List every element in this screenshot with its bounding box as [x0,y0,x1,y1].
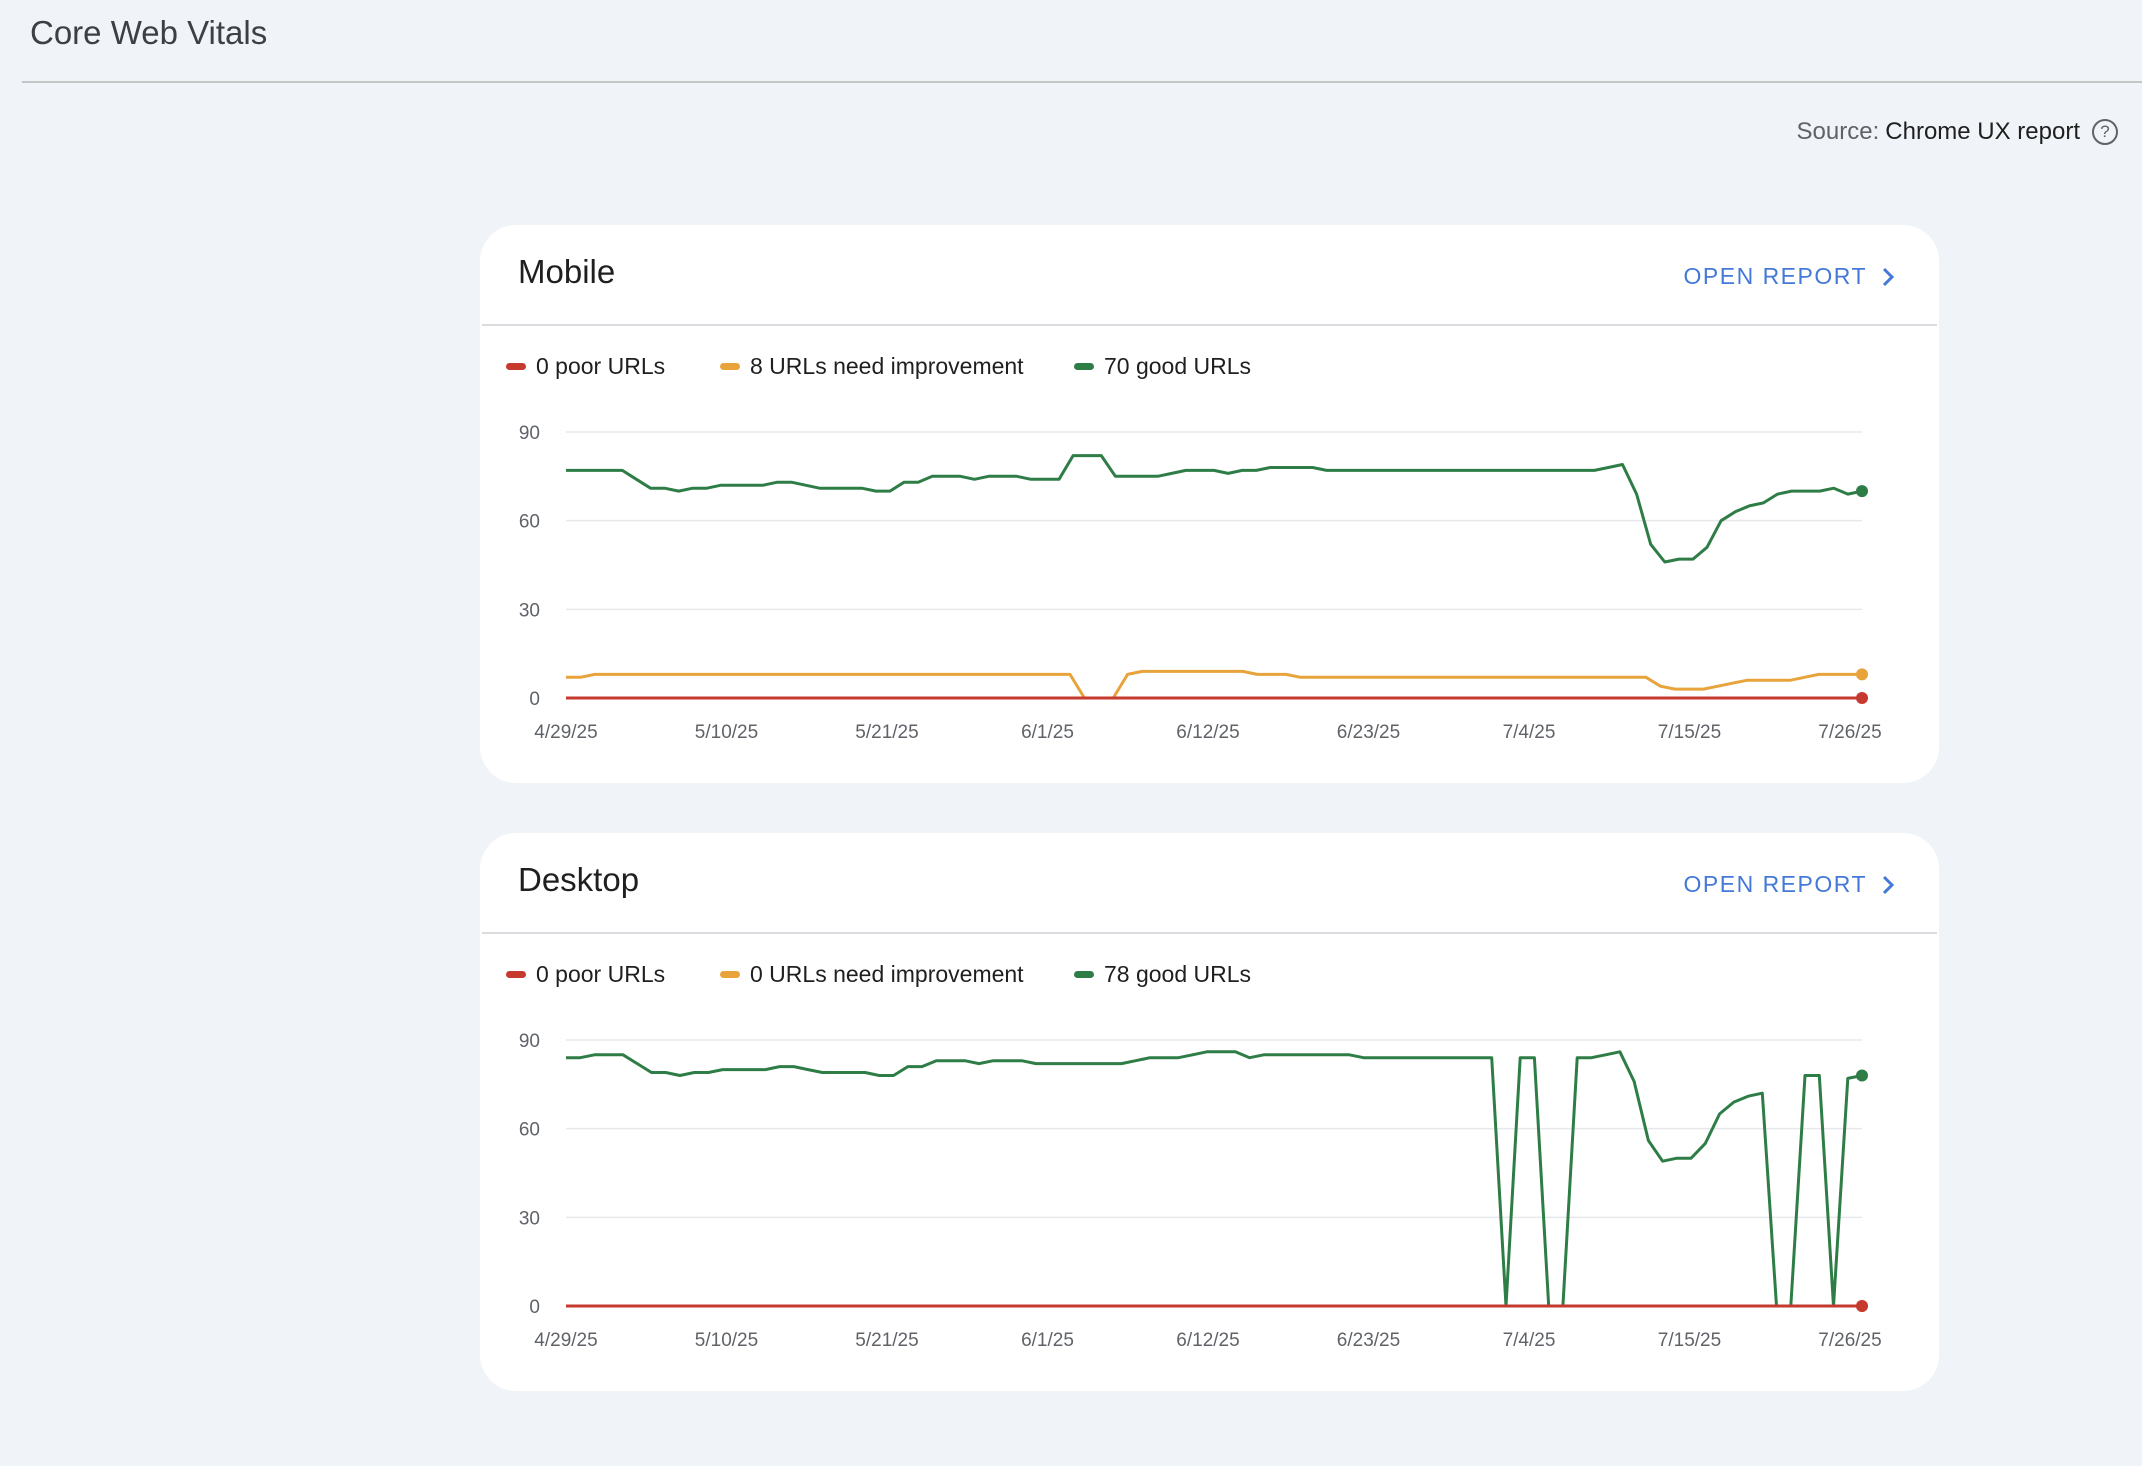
x-tick-label: 5/10/25 [695,1330,758,1351]
x-tick-label: 4/29/25 [534,722,597,743]
series-end-point [1856,1300,1868,1312]
y-tick-label: 60 [519,512,540,533]
open-report-label: OPEN REPORT [1683,263,1867,289]
x-tick-label: 5/21/25 [855,1330,918,1351]
desktop-chart[interactable]: 0 30 60 90 4/29/25 5/10/25 5/21/25 6/1/25 6/12/2… [480,833,1939,1391]
series-end-point [1856,1069,1868,1082]
x-tick-label: 4/29/25 [534,1330,597,1351]
series-line [566,454,1863,564]
open-report-label: OPEN REPORT [1683,871,1867,897]
legend-swatch [506,363,526,370]
legend-swatch [506,971,526,978]
source-value: Chrome UX report [1885,118,2080,145]
x-tick-label: 6/1/25 [1021,1330,1074,1351]
x-tick-label: 7/4/25 [1503,722,1556,743]
legend-item-good[interactable]: 70 good URLs [1074,353,1251,380]
legend-label: 0 URLs need improvement [750,961,1024,987]
series-end-point [1856,668,1868,681]
chevron-right-icon [1882,267,1895,286]
desktop-card: Desktop OPEN REPORT 0 poor URLs 0 URLs n… [480,833,1939,1391]
mobile-card: Mobile OPEN REPORT 0 poor URLs 8 URLs ne… [480,225,1939,783]
legend-label: 70 good URLs [1104,353,1252,379]
legend-swatch [1074,363,1094,370]
legend-label: 78 good URLs [1104,961,1252,987]
legend-item-good[interactable]: 78 good URLs [1074,961,1251,988]
legend-item-poor[interactable]: 0 poor URLs [506,961,665,988]
card-title: Mobile [518,253,616,290]
legend-swatch [720,363,740,370]
page-header: Core Web Vitals [22,0,2142,83]
y-tick-label: 30 [519,600,540,621]
card-title: Desktop [518,861,640,898]
y-tick-label: 0 [529,1297,540,1318]
x-tick-label: 6/1/25 [1021,722,1074,743]
x-tick-label: 5/21/25 [855,722,918,743]
series-line [566,669,1862,700]
y-tick-label: 60 [519,1120,540,1141]
x-tick-label: 7/4/25 [1503,1330,1556,1351]
series-end-point [1856,485,1868,498]
y-tick-label: 90 [519,423,540,444]
x-tick-label: 6/12/25 [1176,1330,1239,1351]
open-report-button[interactable]: OPEN REPORT [1684,871,1896,898]
legend-swatch [1074,971,1094,978]
help-icon[interactable]: ? [2092,119,2118,145]
legend-label: 8 URLs need improvement [750,353,1024,379]
x-tick-label: 7/26/25 [1818,1330,1881,1351]
series-line [566,1050,1863,1308]
legend-label: 0 poor URLs [536,961,666,987]
x-tick-label: 5/10/25 [695,722,758,743]
legend-item-needs-improvement[interactable]: 8 URLs need improvement [720,353,1024,380]
x-tick-label: 7/26/25 [1818,722,1881,743]
y-tick-label: 90 [519,1031,540,1052]
chevron-right-icon [1882,875,1895,894]
mobile-chart[interactable]: 0 30 60 90 4/29/25 5/10/25 5/21/25 6/1/25 6/12/2… [480,225,1939,783]
source-label: Source: [1796,118,1880,145]
source-info: Source: Chrome UX report ? [1797,118,2118,146]
x-tick-label: 7/15/25 [1658,1330,1721,1351]
card-divider [482,324,1937,326]
legend-item-needs-improvement[interactable]: 0 URLs need improvement [720,961,1024,988]
legend-swatch [720,971,740,978]
x-tick-label: 7/15/25 [1658,722,1721,743]
legend-label: 0 poor URLs [536,353,666,379]
x-tick-label: 6/23/25 [1337,722,1400,743]
y-tick-label: 0 [529,689,540,710]
card-divider [482,932,1937,934]
x-tick-label: 6/12/25 [1176,722,1239,743]
open-report-button[interactable]: OPEN REPORT [1684,263,1896,290]
page-title: Core Web Vitals [30,14,268,51]
x-tick-label: 6/23/25 [1337,1330,1400,1351]
legend-item-poor[interactable]: 0 poor URLs [506,353,665,380]
series-end-point [1856,692,1868,704]
y-tick-label: 30 [519,1208,540,1229]
